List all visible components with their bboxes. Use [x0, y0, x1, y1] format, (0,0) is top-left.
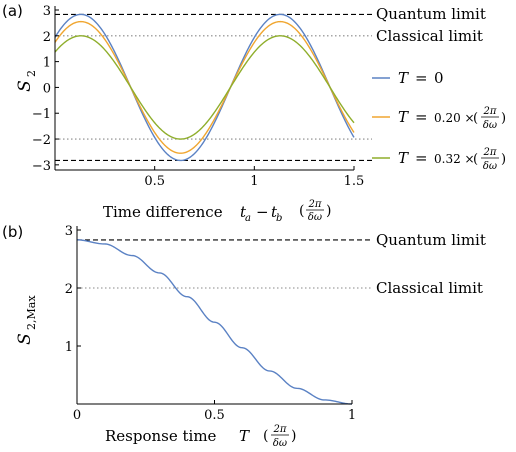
- legend-symbol-2: T: [398, 149, 409, 167]
- panel-b-x-unit-numerator: 2π: [273, 424, 287, 435]
- panel-b-x-tick-label-2: 1: [348, 408, 356, 423]
- legend-value-2: 0.32 ×: [434, 152, 475, 166]
- legend-equals-0: =: [415, 69, 428, 87]
- panel-a-x-tick-label-2: 1.5: [344, 174, 365, 189]
- panel-a-x-label-minus: −: [256, 203, 269, 221]
- legend-equals-2: =: [415, 149, 428, 167]
- panel-a-x-tick-label-1: 1: [250, 174, 258, 189]
- panel-a-y-tick-label-3: 0: [43, 81, 51, 96]
- panel-b-y-tick-label-2: 1: [65, 340, 73, 355]
- panel-b-reference-lines: [77, 239, 372, 289]
- panel-a-y-tick-label-1: 2: [43, 30, 51, 45]
- panel-b-label: (b): [2, 223, 23, 241]
- legend-equals-1: =: [415, 108, 428, 126]
- panel-a-y-tick-label-2: 1: [43, 56, 51, 71]
- panel-a-x-tick-label-0: 0.5: [144, 174, 165, 189]
- panel-a-x-label-ta-sub: a: [245, 213, 251, 224]
- panel-b-x-unit-close-paren: ): [291, 428, 296, 444]
- panel-a-y-tick-label-5: −2: [32, 133, 51, 148]
- panel-a-series-line-1: [54, 20, 355, 154]
- panel-b-x-label-sym: T: [239, 427, 250, 445]
- legend-symbol-1: T: [398, 108, 409, 126]
- legend-unit-open-paren-2: (: [473, 152, 478, 167]
- panel-a-x-label-text: Time difference: [103, 203, 223, 221]
- panel-b-series: [76, 239, 353, 405]
- panel-b-x-tick-label-0: 0: [73, 408, 81, 423]
- panel-b-x-unit-denominator: δω: [273, 438, 287, 449]
- legend-unit-close-paren-2: ): [501, 152, 506, 167]
- panel-b-x-unit-open-paren: (: [263, 428, 268, 444]
- panel-a-y-axis-label: S 2: [15, 70, 38, 92]
- panel-a-y-label-sub: 2: [25, 70, 38, 77]
- legend-unit-denominator-1: δω: [483, 120, 497, 131]
- panel-b-y-axis-label: S 2,Max: [15, 295, 38, 345]
- panel-a-axes: 3 2 1 0 −1 −2 −3 0.5 1 1.5: [32, 4, 365, 189]
- panel-a-series-line-0: [54, 13, 355, 162]
- panel-a-label: (a): [2, 2, 23, 20]
- panel-a-x-label-ta: t: [240, 203, 247, 221]
- legend-symbol-0: T: [398, 69, 409, 87]
- legend-unit-numerator-2: 2π: [483, 147, 497, 158]
- panel-a-x-unit-numerator: 2π: [308, 199, 322, 210]
- panel-b-series-line-0: [76, 239, 353, 405]
- panel-b-quantum-limit-label: Quantum limit: [376, 231, 486, 249]
- panel-b-classical-limit-label: Classical limit: [376, 279, 483, 297]
- panel-a-y-tick-label-4: −1: [32, 107, 51, 122]
- legend-unit-numerator-1: 2π: [483, 106, 497, 117]
- panel-b-x-tick-label-1: 0.5: [204, 408, 225, 423]
- panel-b-x-axis-label: Response time T ( 2π δω ): [105, 424, 296, 449]
- panel-a-series-line-2: [54, 35, 355, 140]
- panel-a-series: [54, 13, 355, 162]
- panel-b-x-label-text: Response time: [105, 427, 217, 445]
- panel-b-y-label-main: S: [15, 333, 35, 345]
- legend-unit-open-paren-1: (: [473, 111, 478, 126]
- panel-a-classical-limit-label: Classical limit: [376, 27, 483, 45]
- panel-a-y-tick-label-6: −3: [32, 159, 51, 174]
- panel-a-x-axis-label: Time difference t a − t b ( 2π δω ): [103, 199, 331, 224]
- panel-a-x-unit-denominator: δω: [308, 212, 322, 223]
- panel-a-quantum-limit-label: Quantum limit: [376, 5, 486, 23]
- legend-unit-denominator-2: δω: [483, 161, 497, 172]
- panel-a-x-label-tb: t: [271, 203, 278, 221]
- panel-b-y-label-sub: 2,Max: [25, 295, 38, 330]
- panel-a-reference-lines: [55, 13, 372, 161]
- panel-a-x-label-tb-sub: b: [276, 213, 282, 224]
- panel-a-x-unit-open-paren: (: [299, 203, 304, 219]
- legend-value-1: 0.20 ×: [434, 111, 475, 125]
- panel-a-y-label-main: S: [15, 80, 35, 92]
- panel-b: (b) 3 2 1 0 0.5 1 Quantum limit Classical lim…: [2, 223, 486, 449]
- legend-unit-close-paren-1: ): [501, 111, 506, 126]
- panel-a-x-unit-close-paren: ): [326, 203, 331, 219]
- panel-b-y-tick-label-1: 2: [65, 282, 73, 297]
- legend-value-0: 0: [434, 69, 444, 87]
- panel-b-y-tick-label-0: 3: [65, 224, 73, 239]
- panel-a-y-tick-label-0: 3: [43, 4, 51, 19]
- panel-b-axes: 3 2 1 0 0.5 1: [65, 224, 356, 423]
